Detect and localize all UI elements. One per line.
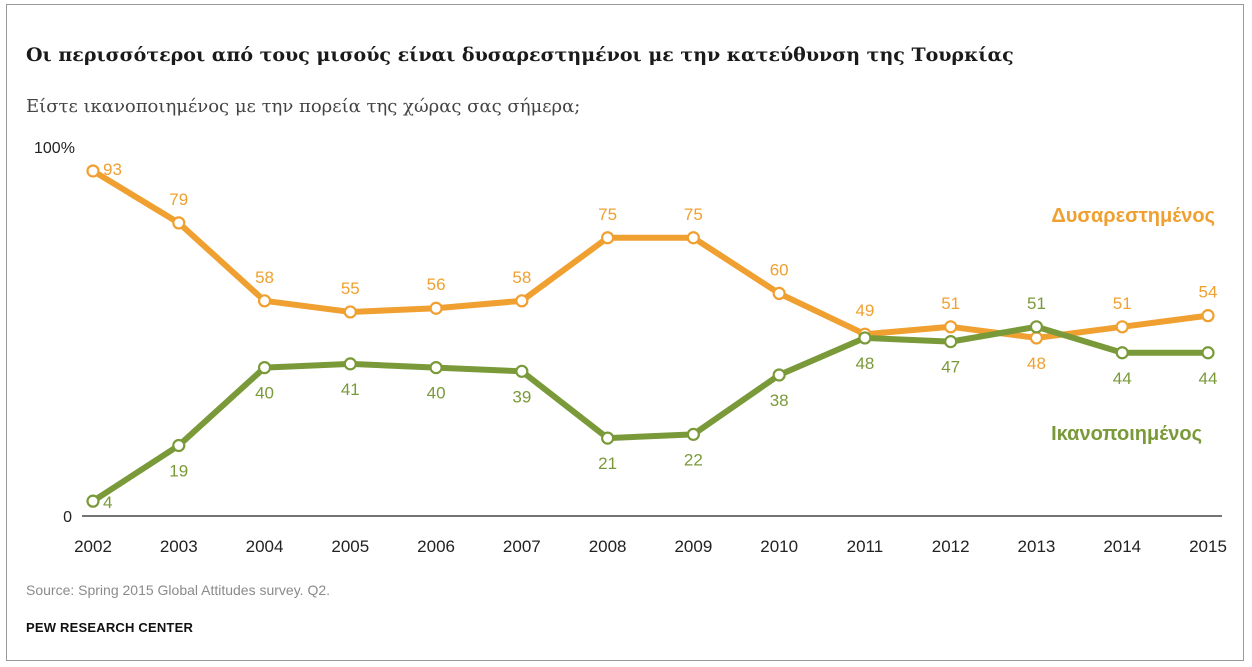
x-tick-label-2015: 2015 bbox=[1189, 537, 1227, 556]
data-label-satisfied-2012: 47 bbox=[941, 358, 960, 377]
x-tick-label-2011: 2011 bbox=[847, 537, 884, 556]
series-line-dissatisfied bbox=[90, 167, 1211, 341]
data-label-dissatisfied-2013: 48 bbox=[1027, 354, 1046, 373]
data-point-dissatisfied-2002 bbox=[86, 164, 100, 178]
data-point-satisfied-2007 bbox=[515, 364, 529, 378]
x-tick-label-2007: 2007 bbox=[503, 537, 541, 556]
source-note: Source: Spring 2015 Global Attitudes sur… bbox=[26, 582, 331, 598]
data-label-dissatisfied-2010: 60 bbox=[770, 260, 789, 279]
data-point-dissatisfied-2006 bbox=[429, 301, 443, 315]
x-tick-label-2012: 2012 bbox=[932, 537, 970, 556]
data-point-satisfied-2015 bbox=[1201, 346, 1215, 360]
data-label-dissatisfied-2006: 56 bbox=[427, 275, 446, 294]
data-point-satisfied-2011 bbox=[858, 331, 872, 345]
y-tick-label-0: 0 bbox=[63, 509, 72, 526]
data-point-satisfied-2014 bbox=[1115, 346, 1129, 360]
legend-label-dissatisfied: Δυσαρεστημένος bbox=[1051, 205, 1215, 227]
data-label-satisfied-2005: 41 bbox=[341, 380, 360, 399]
series-line-satisfied bbox=[90, 323, 1211, 505]
data-point-satisfied-2005 bbox=[343, 357, 357, 371]
x-tick-label-2014: 2014 bbox=[1103, 537, 1141, 556]
data-point-satisfied-2009 bbox=[686, 427, 700, 441]
brand-logo: PEW RESEARCH CENTER bbox=[26, 620, 194, 635]
data-point-satisfied-2006 bbox=[429, 361, 443, 375]
data-label-dissatisfied-2002: 93 bbox=[103, 160, 122, 179]
x-tick-label-2010: 2010 bbox=[760, 537, 798, 556]
data-label-dissatisfied-2014: 51 bbox=[1113, 294, 1132, 313]
data-label-dissatisfied-2007: 58 bbox=[512, 268, 531, 287]
data-point-dissatisfied-2004 bbox=[257, 294, 272, 308]
data-label-satisfied-2003: 19 bbox=[169, 462, 188, 481]
data-label-satisfied-2008: 21 bbox=[598, 454, 617, 473]
data-point-satisfied-2012 bbox=[944, 335, 958, 349]
data-point-satisfied-2008 bbox=[601, 431, 615, 445]
x-tick-label-2008: 2008 bbox=[589, 537, 627, 556]
data-point-dissatisfied-2015 bbox=[1201, 309, 1215, 323]
data-point-dissatisfied-2012 bbox=[944, 320, 958, 334]
data-point-dissatisfied-2007 bbox=[515, 294, 529, 308]
chart-subtitle: Είστε ικανοποιημένος με την πορεία της χ… bbox=[26, 96, 581, 117]
x-tick-label-2006: 2006 bbox=[417, 537, 455, 556]
x-tick-label-2002: 2002 bbox=[74, 537, 112, 556]
data-label-satisfied-2004: 40 bbox=[255, 384, 274, 403]
data-label-dissatisfied-2008: 75 bbox=[598, 205, 617, 224]
data-point-dissatisfied-2005 bbox=[343, 305, 357, 319]
data-label-satisfied-2010: 38 bbox=[770, 391, 789, 410]
data-label-dissatisfied-2015: 54 bbox=[1199, 283, 1218, 302]
data-label-satisfied-2009: 22 bbox=[684, 450, 703, 469]
data-label-dissatisfied-2011: 49 bbox=[855, 301, 874, 320]
legend-label-satisfied: Ικανοποιημένος bbox=[1051, 423, 1202, 445]
data-point-satisfied-2004 bbox=[257, 361, 272, 375]
data-point-satisfied-2003 bbox=[172, 438, 186, 453]
data-label-satisfied-2014: 44 bbox=[1113, 369, 1132, 388]
data-point-dissatisfied-2014 bbox=[1115, 320, 1129, 334]
data-label-satisfied-2007: 39 bbox=[512, 387, 531, 406]
data-label-satisfied-2002: 4 bbox=[103, 493, 112, 512]
data-label-satisfied-2011: 48 bbox=[855, 354, 874, 373]
data-label-dissatisfied-2005: 55 bbox=[341, 279, 360, 298]
data-point-satisfied-2002 bbox=[86, 494, 100, 508]
data-label-dissatisfied-2003: 79 bbox=[169, 190, 188, 209]
data-point-dissatisfied-2003 bbox=[172, 216, 186, 230]
data-point-satisfied-2013 bbox=[1029, 320, 1044, 334]
x-tick-label-2013: 2013 bbox=[1018, 537, 1056, 556]
x-tick-label-2005: 2005 bbox=[331, 537, 369, 556]
data-label-dissatisfied-2004: 58 bbox=[255, 268, 274, 287]
x-tick-label-2009: 2009 bbox=[674, 537, 712, 556]
data-point-dissatisfied-2008 bbox=[601, 231, 615, 245]
data-label-dissatisfied-2009: 75 bbox=[684, 205, 703, 224]
data-label-dissatisfied-2012: 51 bbox=[941, 294, 960, 313]
data-point-dissatisfied-2009 bbox=[686, 231, 700, 245]
data-point-dissatisfied-2010 bbox=[772, 286, 786, 300]
data-label-satisfied-2015: 44 bbox=[1199, 369, 1218, 388]
data-label-satisfied-2013: 51 bbox=[1027, 294, 1046, 313]
chart-title: Οι περισσότεροι από τους μισούς είναι δυ… bbox=[26, 44, 1014, 66]
data-point-dissatisfied-2013 bbox=[1029, 331, 1044, 345]
x-tick-label-2004: 2004 bbox=[246, 537, 284, 556]
y-tick-label-100: 100% bbox=[34, 140, 75, 157]
data-point-satisfied-2010 bbox=[772, 368, 786, 382]
data-label-satisfied-2006: 40 bbox=[427, 384, 446, 403]
x-tick-label-2003: 2003 bbox=[160, 537, 198, 556]
